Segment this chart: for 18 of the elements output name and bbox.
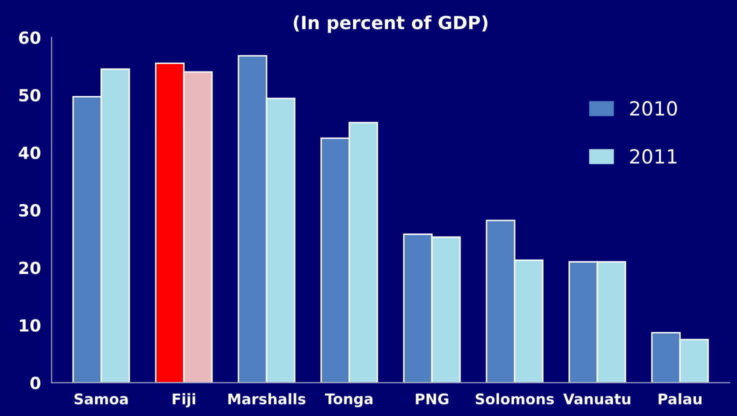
- y-tick-label: 50: [19, 88, 40, 102]
- chart-title: (In percent of GDP): [294, 15, 488, 33]
- x-tick-label: Solomons: [476, 393, 554, 404]
- x-tick-label: Palau: [658, 393, 702, 404]
- y-tick-label: 0: [30, 376, 40, 390]
- y-tick-label: 20: [19, 262, 40, 274]
- x-tick-label: Samoa: [74, 393, 128, 404]
- y-tick-label: 40: [18, 146, 40, 160]
- x-tick-label: PNG: [416, 393, 448, 404]
- x-tick-label: Marshalls: [228, 393, 306, 404]
- x-tick-label: Vanuatu: [563, 394, 630, 404]
- legend-label: 2010: [630, 101, 677, 116]
- x-tick-label: Tonga: [324, 393, 372, 408]
- y-tick-label: 10: [20, 319, 40, 332]
- y-tick-label: 30: [19, 204, 40, 217]
- y-tick-label: 60: [19, 31, 40, 44]
- x-tick-label: Fiji: [172, 393, 196, 408]
- legend-label: 2011: [630, 149, 676, 164]
